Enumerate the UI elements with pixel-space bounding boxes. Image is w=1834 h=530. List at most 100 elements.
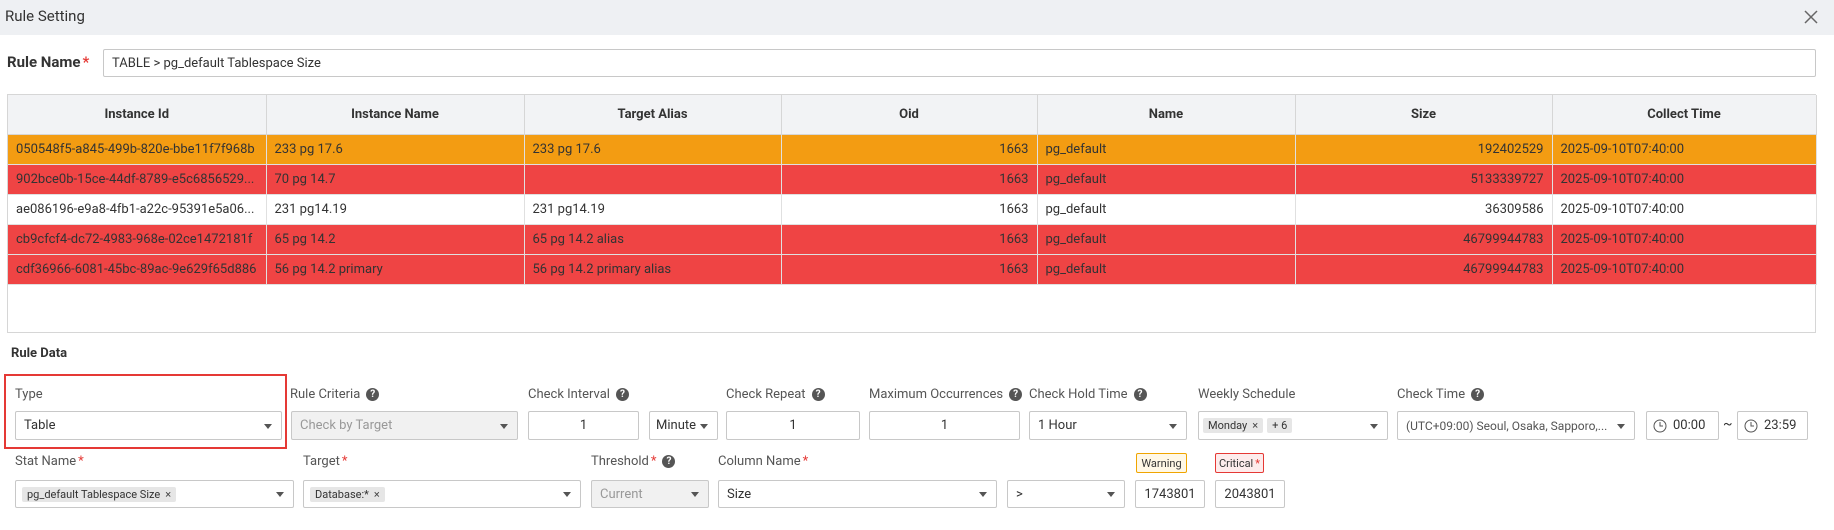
- label-text: Check Hold Time: [1029, 387, 1128, 402]
- table-cell: 46799944783: [1295, 224, 1553, 255]
- data-table: Instance Id Instance Name Target Alias Oid N…: [8, 95, 1817, 285]
- weekly-schedule-select[interactable]: Monday × + 6: [1198, 411, 1388, 440]
- table-cell: 65 pg 14.2 alias: [524, 224, 782, 255]
- table-cell: 5133339727: [1295, 164, 1553, 195]
- table-row: ae086196-e9a8-4fb1-a22c-95391e5a06... 231…: [8, 194, 1817, 225]
- chip-remove[interactable]: ×: [1252, 419, 1259, 432]
- table-cell: 2025-09-10T07:40:00: [1552, 224, 1817, 255]
- target-label: Target: [303, 454, 347, 469]
- chip-remove[interactable]: ×: [165, 487, 172, 501]
- table-cell: 65 pg 14.2: [266, 224, 525, 255]
- stat-name-select[interactable]: pg_default Tablespace Size ×: [15, 480, 294, 508]
- column-header: Size: [1295, 95, 1553, 135]
- table-cell: 2025-09-10T07:40:00: [1552, 164, 1817, 195]
- help-icon[interactable]: ?: [1133, 388, 1147, 402]
- column-header: Name: [1037, 95, 1296, 135]
- close-button[interactable]: [1804, 10, 1818, 24]
- table-cell: pg_default: [1037, 224, 1296, 255]
- column-header: Instance Id: [8, 95, 267, 135]
- start-time[interactable]: 00:00: [1646, 411, 1719, 440]
- clock-icon: [1744, 419, 1758, 432]
- table-cell: 192402529: [1295, 134, 1553, 165]
- table-cell: 233 pg 17.6: [266, 134, 525, 165]
- chip-text: Database:*: [315, 487, 369, 501]
- help-icon[interactable]: ?: [1009, 388, 1023, 402]
- rule-name-label: Rule Name: [7, 53, 89, 71]
- time-separator: ~: [1723, 416, 1733, 432]
- table-cell: pg_default: [1037, 164, 1296, 195]
- label-text: Check Time: [1397, 387, 1466, 402]
- table-cell: 70 pg 14.7: [266, 164, 525, 195]
- table-row: cdf36966-6081-45bc-89ac-9e629f65d886 56 p…: [8, 254, 1817, 285]
- table-row: cb9cfcf4-dc72-4983-968e-02ce1472181f 65 p…: [8, 224, 1817, 255]
- column-header: Instance Name: [266, 95, 525, 135]
- help-icon[interactable]: ?: [615, 388, 629, 402]
- table-cell: cb9cfcf4-dc72-4983-968e-02ce1472181f: [8, 224, 267, 255]
- check-interval-input[interactable]: 1: [528, 411, 639, 440]
- check-time-label: Check Time?: [1397, 387, 1485, 402]
- chip: pg_default Tablespace Size ×: [22, 486, 177, 502]
- check-repeat-label: Check Repeat?: [726, 387, 825, 402]
- table-cell: 233 pg 17.6: [524, 134, 782, 165]
- check-interval-unit[interactable]: Minute: [649, 411, 718, 440]
- chip-text: Monday: [1208, 419, 1248, 432]
- max-occurrences-input[interactable]: 1: [869, 411, 1020, 440]
- table-cell: pg_default: [1037, 134, 1296, 165]
- timezone-select[interactable]: (UTC+09:00) Seoul, Osaka, Sapporo,...: [1397, 411, 1635, 440]
- table-cell: 1663: [781, 224, 1038, 255]
- table-cell: pg_default: [1037, 194, 1296, 225]
- help-icon[interactable]: ?: [1471, 388, 1485, 402]
- clock-icon: [1653, 419, 1667, 432]
- label-text: Rule Criteria: [290, 387, 361, 402]
- label-text: Threshold: [591, 454, 656, 469]
- chip-text: pg_default Tablespace Size: [27, 487, 161, 501]
- rule-criteria-select: Check by Target: [291, 411, 518, 440]
- column-name-select[interactable]: Size: [718, 480, 997, 508]
- chip: Database:* ×: [310, 486, 385, 502]
- help-icon[interactable]: ?: [662, 455, 676, 469]
- end-time[interactable]: 23:59: [1737, 411, 1808, 440]
- table-cell: 231 pg14.19: [524, 194, 782, 225]
- table-cell: 231 pg14.19: [266, 194, 525, 225]
- rule-data-title: Rule Data: [11, 346, 68, 361]
- table-cell: 1663: [781, 194, 1038, 225]
- warning-badge: Warning: [1136, 453, 1187, 473]
- warning-input[interactable]: 1743801: [1135, 480, 1205, 508]
- table-cell: pg_default: [1037, 254, 1296, 285]
- critical-input[interactable]: 2043801: [1215, 480, 1285, 508]
- chip-remove[interactable]: ×: [373, 487, 380, 501]
- table-cell: 2025-09-10T07:40:00: [1552, 254, 1817, 285]
- column-name-label: Column Name: [718, 454, 808, 469]
- critical-label: Critical: [1215, 453, 1264, 473]
- dialog-header: [0, 0, 1834, 35]
- threshold-select: Current: [591, 480, 709, 508]
- type-select[interactable]: Table: [15, 411, 282, 440]
- help-icon[interactable]: ?: [811, 388, 825, 402]
- check-hold-time-select[interactable]: 1 Hour: [1029, 411, 1187, 440]
- table-cell: 56 pg 14.2 primary alias: [524, 254, 782, 285]
- start-time-text: 00:00: [1673, 418, 1706, 433]
- dialog-title: Rule Setting: [5, 7, 85, 25]
- table-cell: 1663: [781, 254, 1038, 285]
- target-select[interactable]: Database:* ×: [303, 480, 581, 508]
- column-header: Collect Time: [1552, 95, 1817, 135]
- table-cell: cdf36966-6081-45bc-89ac-9e629f65d886: [8, 254, 267, 285]
- table-cell: 2025-09-10T07:40:00: [1552, 134, 1817, 165]
- label-text: Check Interval: [528, 387, 610, 402]
- type-label: Type: [15, 387, 43, 402]
- rule-name-input[interactable]: TABLE > pg_default Tablespace Size: [103, 49, 1816, 77]
- critical-badge: Critical: [1215, 453, 1264, 473]
- check-repeat-input[interactable]: 1: [726, 411, 860, 440]
- help-icon[interactable]: ?: [366, 388, 380, 402]
- table-row: 050548f5-a845-499b-820e-bbe11f7f968b 233 …: [8, 134, 1817, 165]
- chip: Monday ×: [1203, 418, 1264, 433]
- operator-select[interactable]: >: [1007, 480, 1125, 508]
- end-time-text: 23:59: [1764, 418, 1797, 433]
- chip-more: + 6: [1267, 418, 1293, 433]
- type-highlight: [4, 374, 287, 449]
- rule-criteria-label: Rule Criteria?: [290, 387, 380, 402]
- table-cell: 56 pg 14.2 primary: [266, 254, 525, 285]
- table-container: Instance Id Instance Name Target Alias Oid N…: [7, 94, 1817, 333]
- stat-name-label: Stat Name: [15, 454, 84, 469]
- column-header: Target Alias: [524, 95, 782, 135]
